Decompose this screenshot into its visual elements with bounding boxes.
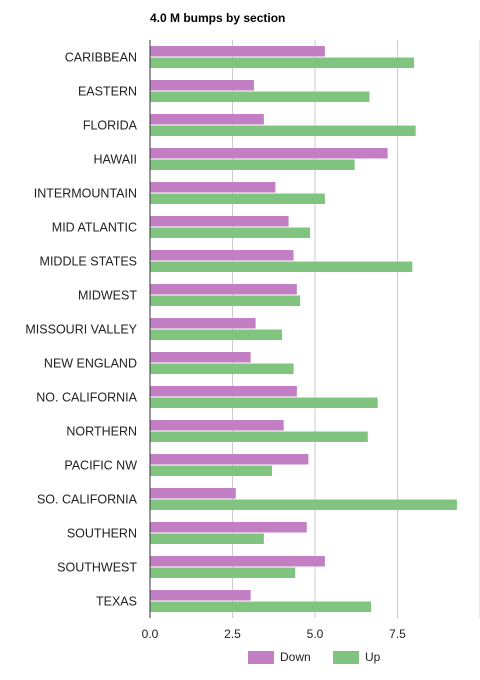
legend-label: Up [365, 650, 381, 664]
bar-down [150, 114, 264, 125]
category-label: SOUTHERN [67, 527, 137, 541]
bar-up [150, 193, 325, 204]
category-label: TEXAS [96, 595, 137, 609]
bar-up [150, 57, 414, 68]
legend-item-down[interactable]: Down [248, 650, 311, 664]
bar-up [150, 601, 372, 612]
category-label: MID ATLANTIC [52, 221, 137, 235]
bar-up [150, 431, 368, 442]
bars [150, 46, 457, 612]
legend-item-up[interactable]: Up [333, 650, 380, 664]
bar-down [150, 454, 309, 465]
category-label: MIDWEST [78, 289, 137, 303]
bar-up [150, 397, 378, 408]
bar-down [150, 590, 251, 601]
category-label: PACIFIC NW [64, 459, 137, 473]
category-label: CARIBBEAN [65, 51, 137, 65]
legend: Down Up [0, 650, 480, 670]
category-label: SOUTHWEST [57, 561, 137, 575]
category-label: HAWAII [93, 153, 137, 167]
x-tick-label: 5.0 [307, 627, 324, 641]
category-labels: CARIBBEAN EASTERN FLORIDA HAWAII INTERMOUNTA… [25, 51, 137, 609]
category-label: MISSOURI VALLEY [25, 323, 137, 337]
x-tick-label: 2.5 [224, 627, 241, 641]
category-label: NEW ENGLAND [44, 357, 137, 371]
bar-down [150, 284, 297, 295]
bar-down [150, 420, 284, 431]
bar-up [150, 125, 416, 136]
bar-up [150, 499, 457, 510]
category-label: INTERMOUNTAIN [34, 187, 137, 201]
tick-labels: 0.0 2.5 5.0 7.5 [142, 627, 407, 641]
bar-up [150, 465, 273, 476]
bar-down [150, 488, 236, 499]
category-label: NORTHERN [66, 425, 137, 439]
bar-down [150, 80, 254, 91]
bar-down [150, 148, 388, 159]
category-label: FLORIDA [83, 119, 138, 133]
bar-up [150, 329, 282, 340]
category-label: SO. CALIFORNIA [37, 493, 138, 507]
bar-down [150, 386, 297, 397]
bar-up [150, 159, 355, 170]
bar-up [150, 363, 294, 374]
bar-chart: CARIBBEAN EASTERN FLORIDA HAWAII INTERMOUNTA… [25, 40, 480, 641]
gridlines [232, 40, 480, 618]
bar-down [150, 556, 325, 567]
legend-label: Down [280, 650, 311, 664]
legend-swatch [248, 650, 274, 664]
category-label: EASTERN [78, 85, 137, 99]
bar-up [150, 295, 301, 306]
bar-down [150, 216, 289, 227]
bar-down [150, 318, 256, 329]
category-label: MIDDLE STATES [40, 255, 137, 269]
bar-down [150, 182, 276, 193]
bar-down [150, 250, 294, 261]
bar-up [150, 227, 311, 238]
bar-up [150, 533, 264, 544]
bar-up [150, 567, 296, 578]
bar-down [150, 352, 251, 363]
x-tick-label: 7.5 [389, 627, 406, 641]
bar-up [150, 91, 370, 102]
bar-down [150, 522, 307, 533]
bar-down [150, 46, 325, 57]
bar-up [150, 261, 413, 272]
chart-title: 4.0 M bumps by section [150, 11, 286, 25]
x-tick-label: 0.0 [142, 627, 159, 641]
category-label: NO. CALIFORNIA [36, 391, 137, 405]
legend-swatch [333, 650, 359, 664]
